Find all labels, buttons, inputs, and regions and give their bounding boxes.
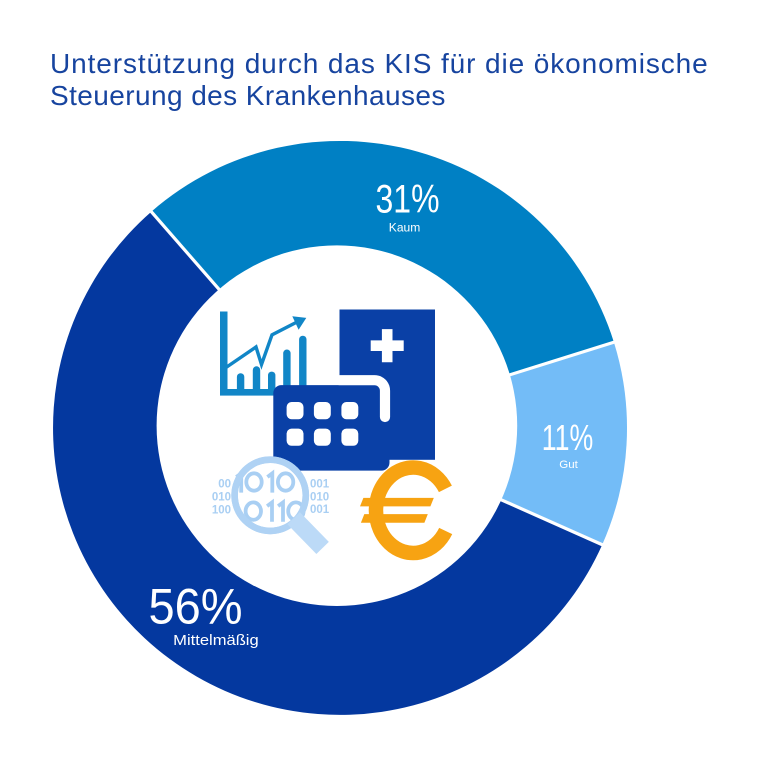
- svg-text:Kaum: Kaum: [389, 221, 421, 235]
- svg-text:56%: 56%: [149, 579, 243, 635]
- svg-text:31%: 31%: [376, 178, 440, 222]
- svg-text:100: 100: [212, 504, 231, 516]
- svg-text:11%: 11%: [542, 417, 594, 458]
- svg-text:010: 010: [310, 491, 329, 503]
- svg-text:Gut: Gut: [559, 459, 578, 471]
- svg-text:001: 001: [310, 478, 330, 490]
- svg-text:010: 010: [212, 492, 231, 504]
- svg-text:Mittelmäßig: Mittelmäßig: [173, 633, 259, 649]
- svg-text:001: 001: [310, 504, 330, 516]
- svg-text:00: 00: [218, 479, 231, 491]
